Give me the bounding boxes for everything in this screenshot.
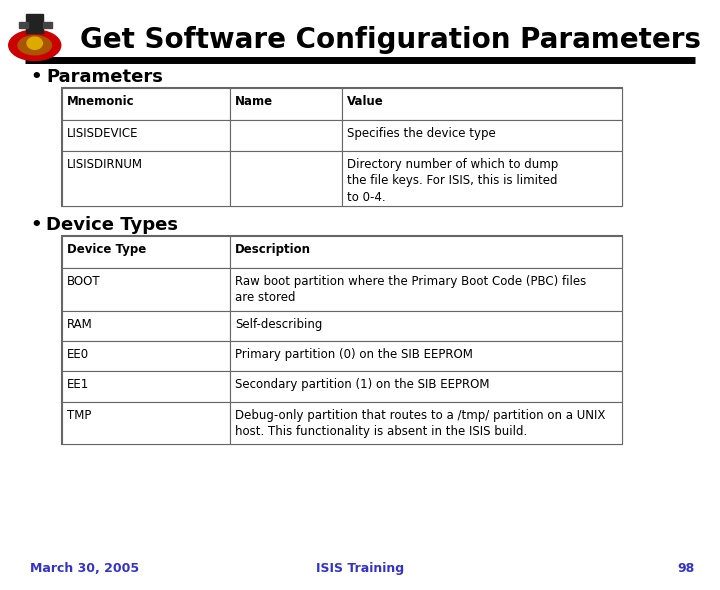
Bar (62, 150, 230, 206)
Bar (62, 120, 230, 150)
Text: •: • (30, 215, 42, 234)
Bar (62, 88, 230, 120)
Bar (19, 22, 28, 28)
Bar (230, 310, 622, 341)
Bar (230, 268, 622, 310)
Text: Device Types: Device Types (46, 215, 178, 234)
Text: EE0: EE0 (67, 348, 89, 361)
Bar (62, 268, 230, 310)
Bar (230, 120, 342, 150)
Text: Name: Name (235, 95, 273, 108)
Text: Specifies the device type: Specifies the device type (347, 127, 496, 140)
Bar (62, 235, 622, 444)
Bar (62, 310, 230, 341)
Text: Device Type: Device Type (67, 242, 146, 255)
Bar (230, 371, 622, 402)
Bar (230, 402, 622, 444)
Bar (62, 341, 230, 371)
Bar (342, 150, 622, 206)
Bar (230, 341, 622, 371)
Text: EE1: EE1 (67, 378, 89, 391)
Text: Value: Value (347, 95, 384, 108)
Bar (62, 88, 622, 206)
Text: Mnemonic: Mnemonic (67, 95, 135, 108)
Text: 98: 98 (678, 562, 695, 575)
Bar (62, 371, 230, 402)
Text: •: • (30, 68, 42, 86)
Bar (230, 150, 342, 206)
Ellipse shape (18, 36, 52, 55)
Text: Parameters: Parameters (46, 68, 163, 86)
Text: LISISDIRNUM: LISISDIRNUM (67, 158, 143, 171)
Bar (26, 14, 42, 33)
Bar (62, 235, 230, 268)
Text: TMP: TMP (67, 408, 91, 422)
Text: Description: Description (235, 242, 311, 255)
Bar (342, 120, 622, 150)
Text: Secondary partition (1) on the SIB EEPROM: Secondary partition (1) on the SIB EEPRO… (235, 378, 490, 391)
Text: Self-describing: Self-describing (235, 317, 323, 330)
Text: BOOT: BOOT (67, 275, 101, 288)
Text: March 30, 2005: March 30, 2005 (30, 562, 139, 575)
Text: Primary partition (0) on the SIB EEPROM: Primary partition (0) on the SIB EEPROM (235, 348, 473, 361)
Text: Raw boot partition where the Primary Boot Code (PBC) files
are stored: Raw boot partition where the Primary Boo… (235, 275, 586, 304)
Text: LISISDEVICE: LISISDEVICE (67, 127, 138, 140)
Bar (342, 88, 622, 120)
Text: Get Software Configuration Parameters: Get Software Configuration Parameters (79, 26, 701, 54)
Bar (230, 235, 622, 268)
Text: ISIS Training: ISIS Training (316, 562, 404, 575)
Bar (230, 88, 342, 120)
Text: Directory number of which to dump
the file keys. For ISIS, this is limited
to 0-: Directory number of which to dump the fi… (347, 158, 558, 204)
Ellipse shape (9, 30, 60, 61)
Bar (43, 22, 52, 28)
Ellipse shape (27, 37, 42, 50)
Text: RAM: RAM (67, 317, 93, 330)
Bar (62, 402, 230, 444)
Text: Debug-only partition that routes to a /tmp/ partition on a UNIX
host. This funct: Debug-only partition that routes to a /t… (235, 408, 606, 438)
